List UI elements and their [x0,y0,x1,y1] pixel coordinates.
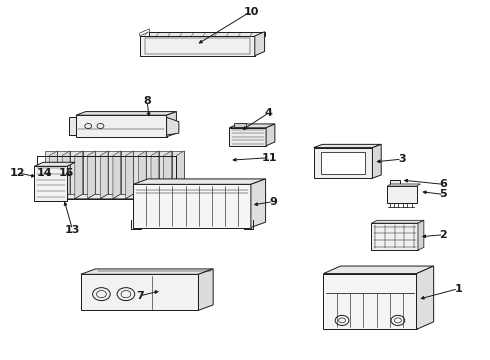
Polygon shape [323,274,416,329]
Polygon shape [121,151,133,194]
Polygon shape [34,166,67,201]
Bar [234,123,246,127]
Polygon shape [323,266,434,274]
Polygon shape [133,151,146,194]
Text: 13: 13 [65,225,80,235]
Text: 12: 12 [10,168,25,178]
Polygon shape [371,220,424,223]
Polygon shape [57,151,70,194]
Polygon shape [167,112,176,137]
Polygon shape [314,148,372,178]
Text: 5: 5 [440,189,447,199]
Polygon shape [140,36,255,56]
Polygon shape [69,117,76,135]
Polygon shape [146,151,159,194]
Polygon shape [372,144,381,178]
Text: 2: 2 [440,230,447,240]
Polygon shape [125,194,146,199]
Polygon shape [96,151,108,194]
Polygon shape [255,32,265,56]
Polygon shape [100,194,121,199]
Polygon shape [49,194,70,199]
Text: 14: 14 [36,168,52,178]
Polygon shape [81,269,213,274]
Polygon shape [45,151,57,194]
Polygon shape [371,223,418,250]
Polygon shape [229,124,275,128]
Text: 15: 15 [59,168,74,178]
Polygon shape [76,115,167,137]
Polygon shape [76,112,176,115]
Polygon shape [88,151,96,199]
Polygon shape [416,266,434,329]
Polygon shape [62,151,70,199]
Polygon shape [37,194,57,199]
Polygon shape [164,194,184,199]
Polygon shape [100,151,108,199]
Polygon shape [49,151,57,199]
Polygon shape [75,194,96,199]
Polygon shape [387,186,416,203]
Polygon shape [70,151,83,194]
Polygon shape [387,184,420,186]
Polygon shape [88,194,108,199]
Polygon shape [125,151,133,199]
Polygon shape [62,194,83,199]
Polygon shape [229,128,266,146]
Polygon shape [164,151,171,199]
Polygon shape [176,151,184,199]
Text: 8: 8 [143,96,151,106]
Text: 3: 3 [398,154,406,164]
Text: 10: 10 [243,6,259,17]
Text: 7: 7 [136,291,144,301]
Polygon shape [149,32,265,36]
Text: 1: 1 [454,284,462,294]
Polygon shape [75,151,83,199]
Bar [145,38,250,54]
Polygon shape [172,151,184,194]
Polygon shape [151,151,159,199]
Bar [321,152,365,174]
Polygon shape [198,269,213,310]
Polygon shape [138,151,146,199]
Polygon shape [81,274,198,310]
Text: 11: 11 [262,153,277,163]
Polygon shape [167,117,179,135]
Polygon shape [266,124,275,146]
Polygon shape [138,194,159,199]
Bar [390,180,400,186]
Polygon shape [418,220,424,250]
Polygon shape [108,151,121,194]
Polygon shape [314,144,381,148]
Polygon shape [34,162,75,166]
Polygon shape [251,179,266,228]
Polygon shape [133,184,251,228]
Text: 9: 9 [270,197,277,207]
Polygon shape [159,151,171,194]
Polygon shape [113,194,133,199]
Polygon shape [83,151,96,194]
Polygon shape [133,179,266,184]
Polygon shape [113,151,121,199]
Text: 4: 4 [265,108,272,118]
Polygon shape [151,194,171,199]
Text: 6: 6 [440,179,447,189]
